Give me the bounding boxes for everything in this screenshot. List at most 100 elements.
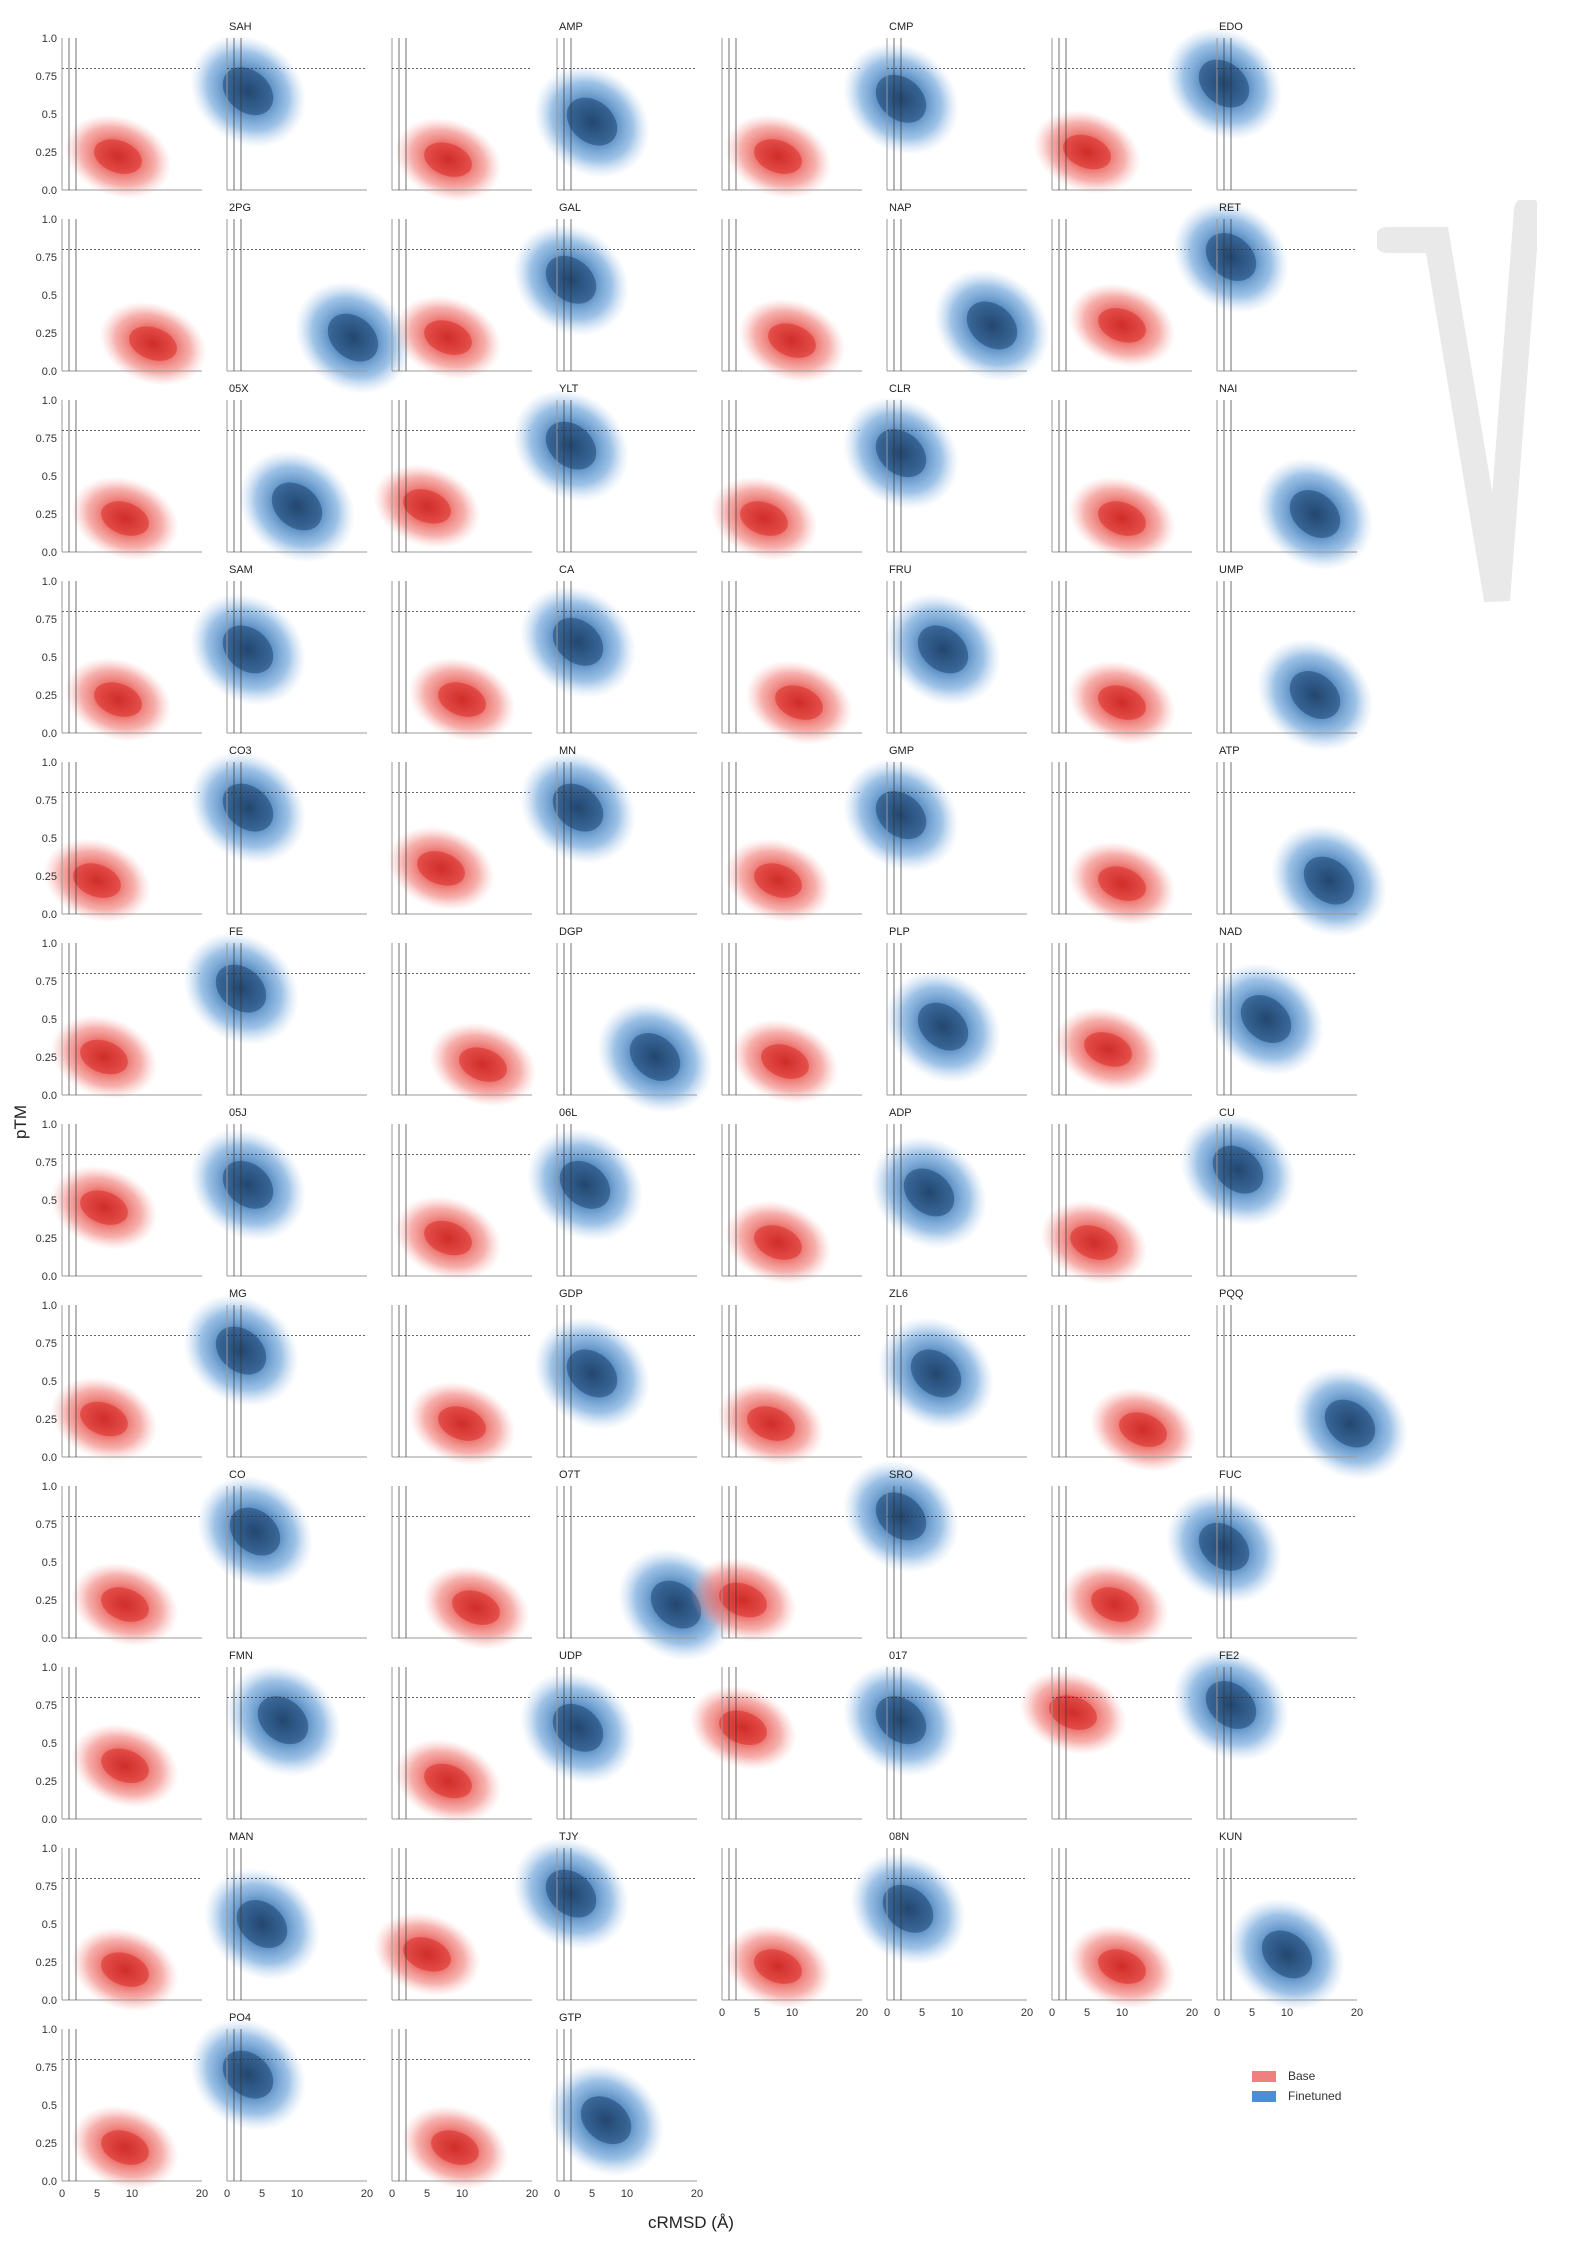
y-tick-label: 0.0: [42, 2176, 57, 2188]
y-tick-label: 0.25: [36, 328, 57, 340]
x-tick-label: 0: [224, 2188, 230, 2200]
density-contour-core: [552, 783, 604, 832]
y-tick-label: 0.75: [36, 433, 57, 445]
density-contour-core: [761, 1044, 809, 1079]
y-tick-label: 1.0: [42, 1843, 57, 1855]
panel-base-4-6: [1051, 762, 1192, 926]
y-tick-label: 0.5: [42, 1014, 57, 1026]
density-contour-core: [222, 625, 274, 674]
x-tick-label: 20: [1186, 2007, 1198, 2019]
x-tick-label: 0: [884, 2007, 890, 2019]
panel-base-2-6: [1051, 400, 1192, 561]
density-contour-core: [101, 1952, 149, 1987]
density-contour-core: [80, 1039, 128, 1075]
y-tick-label: 0.75: [36, 1519, 57, 1531]
x-tick-label: 0: [554, 2188, 560, 2200]
y-tick-label: 0.25: [36, 2138, 57, 2150]
panel-label: FRU: [889, 564, 912, 576]
panel-label: UDP: [559, 1650, 582, 1662]
panel-label: 05J: [229, 1107, 247, 1119]
density-contour-core: [424, 320, 472, 355]
x-tick-label: 20: [196, 2188, 208, 2200]
density-contour-core: [740, 501, 788, 536]
panel-label: GMP: [889, 745, 914, 757]
y-tick-label: 0.25: [36, 690, 57, 702]
panel-05j: 05J: [189, 1107, 367, 1277]
panel-fuc: FUC: [1165, 1469, 1357, 1639]
panel-label: NAD: [1219, 926, 1242, 938]
panel-cu: CU: [1179, 1107, 1357, 1277]
panel-label: FUC: [1219, 1469, 1242, 1481]
panel-base-10-6: 0 5 10 20: [1049, 1848, 1198, 2019]
y-tick-label: 0.25: [36, 1957, 57, 1969]
y-tick-label: 0.25: [36, 1052, 57, 1064]
x-tick-label: 10: [126, 2188, 138, 2200]
y-tick-label: 1.0: [42, 757, 57, 769]
panel-kun: 0 5 10 20 KUN: [1214, 1831, 1363, 2019]
panel-fmn: FMN: [224, 1650, 367, 1820]
density-contour-core: [417, 851, 465, 886]
panel-pqq: PQQ: [1216, 1288, 1409, 1480]
panel-base-5-0: 0.0 0.25 0.5 0.75 1.0: [36, 938, 202, 1102]
panel-adp: ADP: [870, 1107, 1027, 1277]
legend-item-finetuned: Finetuned: [1252, 2086, 1341, 2106]
x-tick-label: 10: [1281, 2007, 1293, 2019]
panel-label: ATP: [1219, 745, 1240, 757]
panel-base-9-6: [1019, 1667, 1192, 1820]
panel-nai: NAI: [1216, 383, 1374, 571]
density-contour-core: [754, 1225, 802, 1260]
density-contour-core: [452, 1590, 500, 1625]
panel-co: CO: [196, 1469, 367, 1639]
x-tick-label: 20: [361, 2188, 373, 2200]
panel-base-8-0: 0.0 0.25 0.5 0.75 1.0: [36, 1481, 202, 1647]
x-tick-label: 10: [951, 2007, 963, 2019]
density-contour-core: [1324, 1399, 1376, 1448]
panel-label: CO: [229, 1469, 246, 1481]
density-contour-core: [559, 1160, 611, 1209]
panel-plp: PLP: [884, 926, 1027, 1096]
density-contour-core: [80, 1190, 128, 1225]
panel-mg: MG: [182, 1288, 367, 1458]
panel-label: FE2: [1219, 1650, 1239, 1662]
y-tick-label: 0.25: [36, 1776, 57, 1788]
panel-label: MG: [229, 1288, 247, 1300]
panel-edo: EDO: [1165, 21, 1357, 191]
x-tick-label: 20: [1021, 2007, 1033, 2019]
panel-base-5-6: [1051, 943, 1192, 1096]
density-contour-core: [222, 2050, 274, 2099]
density-contour-core: [424, 1220, 472, 1256]
y-tick-label: 0.25: [36, 1233, 57, 1245]
panel-sam: SAM: [189, 564, 367, 734]
y-tick-label: 0.0: [42, 1452, 57, 1464]
density-contour-core: [1063, 134, 1111, 170]
y-tick-label: 1.0: [42, 1300, 57, 1312]
panel-label: PO4: [229, 2012, 251, 2024]
panel-base-8-4: [689, 1486, 862, 1643]
panel-017: 017: [842, 1650, 1027, 1820]
panel-zl6: ZL6: [877, 1288, 1027, 1458]
panel-05x: 05X: [226, 383, 367, 563]
panel-sro: SRO: [842, 1460, 1027, 1639]
panel-ca: CA: [519, 564, 697, 734]
legend-label-finetuned: Finetuned: [1288, 2089, 1342, 2103]
panel-clr: CLR: [842, 383, 1027, 553]
density-contour-core: [566, 97, 618, 146]
panel-nap: NAP: [886, 202, 1051, 382]
density-contour-core: [222, 67, 274, 116]
panel-gtp: 0 5 10 20 GTP: [547, 2012, 703, 2200]
panel-label: KUN: [1219, 1831, 1242, 1843]
panel-base-1-4: [721, 219, 862, 383]
density-contour-core: [1098, 685, 1146, 720]
panel-base-0-2: [391, 38, 532, 202]
density-contour-core: [552, 617, 604, 666]
panel-label: GTP: [559, 2012, 582, 2024]
x-tick-label: 20: [691, 2188, 703, 2200]
density-contour-core: [768, 323, 816, 358]
density-contour-core: [94, 682, 142, 717]
density-contour-core: [1098, 308, 1146, 343]
panel-base-11-0: 0.0 0.25 0.5 0.75 1.0 0 5 10 20: [36, 2024, 209, 2200]
panel-base-4-0: 0.0 0.25 0.5 0.75 1.0: [36, 757, 202, 923]
density-contour-core: [101, 501, 149, 536]
